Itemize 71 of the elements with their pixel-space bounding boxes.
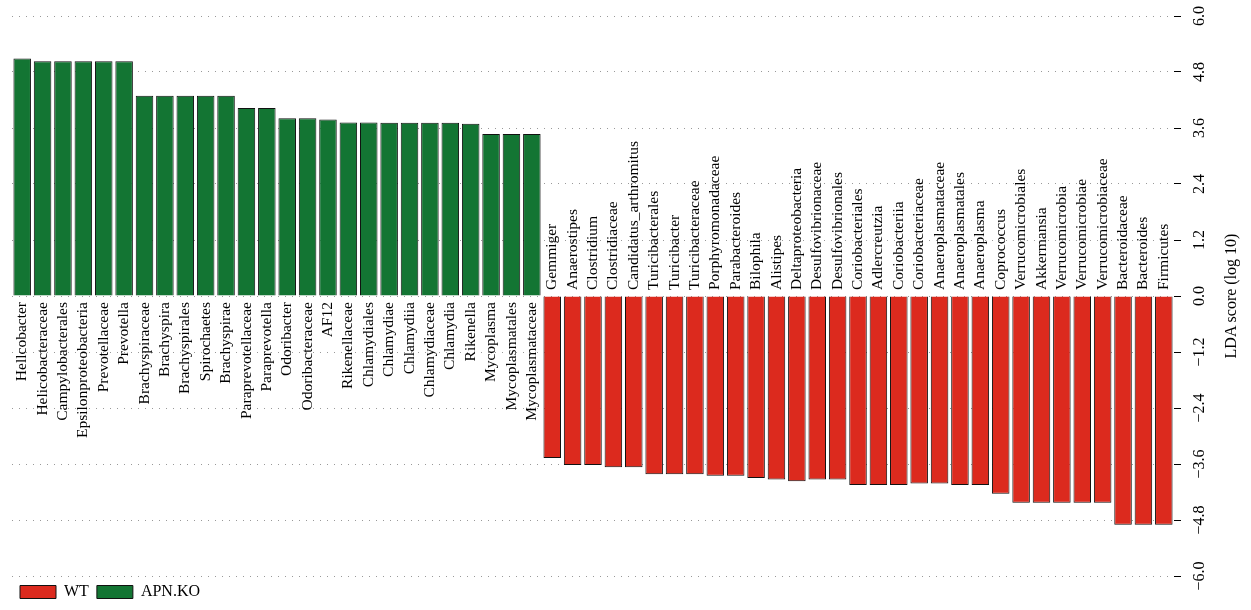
x-tick-label: Chlamydiales xyxy=(358,302,376,388)
x-tick-label: Clostridiaceae xyxy=(603,201,621,290)
x-tick-label: Verrucomicrobiaceae xyxy=(1092,158,1110,290)
x-tick-label: Paraprevotellaceae xyxy=(236,301,254,420)
x-tick-label: Anaerostipes xyxy=(562,209,580,290)
y-tick-label: 0.0 xyxy=(1190,286,1208,306)
x-tick-label: Parabacteroides xyxy=(725,191,743,290)
y-axis-title: LDA score (log 10) xyxy=(1222,233,1241,359)
x-tick-label: Bilophila xyxy=(746,232,764,290)
y-tick-label: −3.6 xyxy=(1190,449,1208,479)
x-tick-label: Odoribacter xyxy=(277,301,295,377)
x-tick-label: Verrucomicrobiales xyxy=(1011,168,1029,290)
x-tick-label: Brachyspirae xyxy=(216,301,234,384)
x-tick-label: Coriobacteriia xyxy=(888,201,906,290)
x-tick-label: Adlercreutzia xyxy=(868,205,886,290)
x-tick-label: Chlamydia xyxy=(440,301,458,371)
x-tick-label: Coriobacteriales xyxy=(848,188,866,290)
x-tick-label: Rikenella xyxy=(460,301,478,362)
y-tick-label: −1.2 xyxy=(1190,337,1208,367)
x-tick-label: Chlamydiaceae xyxy=(419,301,437,398)
x-tick-label: Odoribacteraceae xyxy=(297,301,315,411)
x-tick-label: Coriobacteriaceae xyxy=(909,178,927,290)
x-tick-label: Campylobacterales xyxy=(53,302,71,421)
x-tick-label: Bacteroidaceae xyxy=(1113,195,1131,290)
x-tick-label: Paraprevotella xyxy=(256,301,274,392)
x-tick-label: Rikenellaceae xyxy=(338,301,356,389)
y-tick-label: 1.2 xyxy=(1190,230,1208,250)
x-tick-label: Verrucomicrobiae xyxy=(1072,178,1090,290)
x-tick-label: Chlamydiae xyxy=(379,301,397,377)
x-tick-label: Mycoplasmataceae xyxy=(521,301,539,421)
x-tick-label: AF12 xyxy=(318,302,336,338)
x-tick-label: Alistipes xyxy=(766,234,784,290)
y-tick-label: 3.6 xyxy=(1190,118,1208,138)
x-tick-label: Porphyromonadaceae xyxy=(705,155,723,290)
y-tick-label: −6.0 xyxy=(1190,561,1208,591)
x-tick-label: Spirochaetes xyxy=(195,302,213,382)
x-tick-label: Prevotellaceae xyxy=(93,301,111,393)
x-tick-label: Mycoplasmatales xyxy=(501,302,519,411)
y-tick-label: 6.0 xyxy=(1190,6,1208,26)
x-tick-label: Helicobacteraceae xyxy=(32,301,50,416)
x-tick-label: Clostridium xyxy=(583,215,601,290)
x-tick-label: Turicibacteraceae xyxy=(685,180,703,290)
x-tick-label: Brachyspiraceae xyxy=(134,301,152,405)
y-tick-label: −2.4 xyxy=(1190,393,1208,423)
x-tick-label: Anaeroplasma xyxy=(970,200,988,290)
x-tick-label: Epsilonproteobacteria xyxy=(73,301,91,439)
legend-label: APN.KO xyxy=(140,582,200,600)
x-tick-label: Prevotella xyxy=(114,301,132,365)
x-tick-label: Coprococcus xyxy=(990,209,1008,290)
x-tick-label: Turicibacterales xyxy=(644,190,662,290)
y-tick-label: 2.4 xyxy=(1190,174,1208,194)
x-tick-label: Turicibacter xyxy=(664,213,682,290)
x-tick-label: Akkermansia xyxy=(1031,207,1049,290)
x-tick-label: Brachyspira xyxy=(154,301,172,377)
x-tick-label: Anaeroplasmatales xyxy=(950,172,968,290)
x-tick-label: Mycoplasma xyxy=(481,301,499,383)
x-tick-label: Chlamydiia xyxy=(399,301,417,375)
x-tick-label: Verrucomicrobia xyxy=(1051,185,1069,290)
x-tick-label: Desulfovibrionales xyxy=(827,172,845,290)
legend-label: WT xyxy=(64,582,90,600)
x-tick-label: Candidatus_arthromitus xyxy=(623,141,641,290)
x-tick-label: Firmicutes xyxy=(1153,223,1171,290)
x-tick-label: Deltaproteobacteria xyxy=(786,167,804,290)
x-tick-label: Desulfovibrionaceae xyxy=(807,161,825,290)
x-tick-label: Brachyspirales xyxy=(175,302,193,395)
y-tick-label: −4.8 xyxy=(1190,505,1208,535)
x-tick-label: Gemmiger xyxy=(542,222,560,290)
x-tick-label: Hellcobacter xyxy=(12,301,30,382)
y-tick-label: 4.8 xyxy=(1190,62,1208,82)
x-tick-label: Bacteroides xyxy=(1133,216,1151,290)
x-tick-label: Anaeroplasmataceae xyxy=(929,161,947,290)
